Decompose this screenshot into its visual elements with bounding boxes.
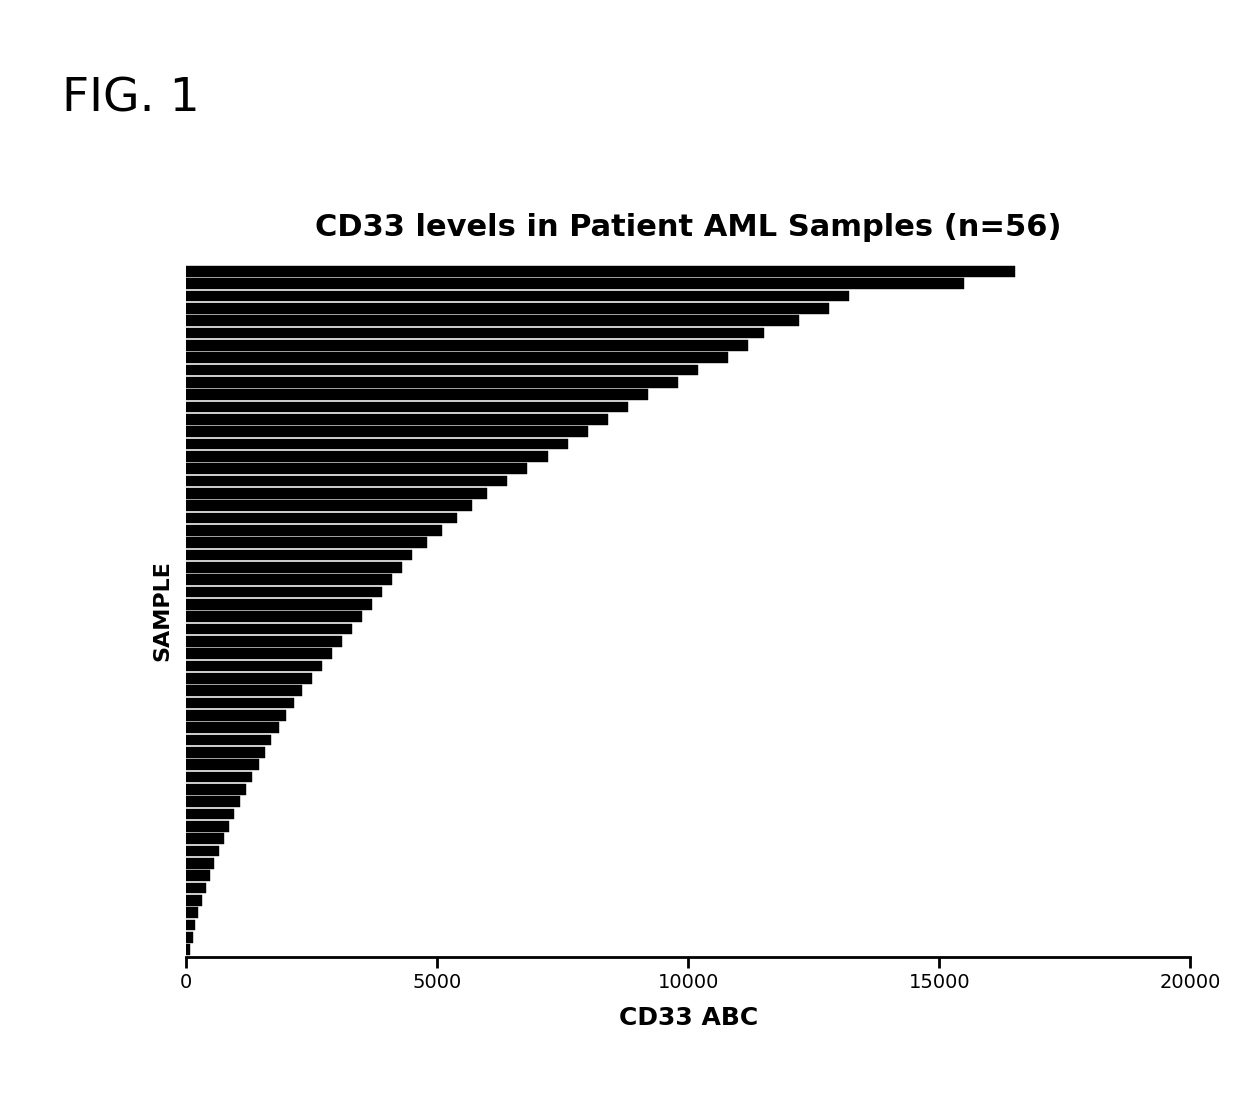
Bar bbox=[186, 427, 588, 437]
Bar bbox=[186, 673, 311, 684]
Bar bbox=[186, 574, 392, 585]
Bar bbox=[186, 463, 527, 474]
Bar bbox=[186, 290, 849, 301]
Bar bbox=[186, 636, 342, 647]
Bar bbox=[186, 710, 286, 720]
Bar bbox=[186, 624, 352, 635]
Bar bbox=[186, 513, 458, 524]
Bar bbox=[186, 821, 228, 832]
Bar bbox=[186, 697, 294, 708]
Bar bbox=[186, 389, 649, 400]
Bar bbox=[186, 648, 331, 659]
Text: FIG. 1: FIG. 1 bbox=[62, 77, 200, 122]
Bar bbox=[186, 796, 241, 807]
Bar bbox=[186, 488, 487, 498]
Bar bbox=[186, 944, 190, 955]
Bar bbox=[186, 537, 427, 548]
Bar bbox=[186, 870, 210, 881]
Bar bbox=[186, 414, 608, 425]
Bar bbox=[186, 747, 265, 758]
Bar bbox=[186, 759, 259, 770]
Bar bbox=[186, 895, 202, 905]
Bar bbox=[186, 266, 1014, 277]
Bar bbox=[186, 500, 472, 512]
Title: CD33 levels in Patient AML Samples (n=56): CD33 levels in Patient AML Samples (n=56… bbox=[315, 213, 1061, 242]
Bar bbox=[186, 316, 799, 326]
Bar bbox=[186, 562, 402, 573]
Bar bbox=[186, 723, 279, 733]
Bar bbox=[186, 735, 272, 746]
Bar bbox=[186, 598, 372, 609]
Bar bbox=[186, 451, 548, 462]
Bar bbox=[186, 550, 412, 560]
Bar bbox=[186, 352, 728, 363]
Bar bbox=[186, 475, 507, 486]
Bar bbox=[186, 439, 568, 450]
Bar bbox=[186, 328, 764, 339]
Bar bbox=[186, 402, 627, 412]
Y-axis label: SAMPLE: SAMPLE bbox=[153, 560, 172, 661]
Bar bbox=[186, 685, 301, 696]
X-axis label: CD33 ABC: CD33 ABC bbox=[619, 1005, 758, 1030]
Bar bbox=[186, 833, 223, 844]
Bar bbox=[186, 278, 965, 289]
Bar bbox=[186, 846, 218, 857]
Bar bbox=[186, 808, 234, 820]
Bar bbox=[186, 661, 321, 671]
Bar bbox=[186, 377, 678, 388]
Bar bbox=[186, 858, 215, 869]
Bar bbox=[186, 771, 252, 782]
Bar bbox=[186, 586, 382, 597]
Bar bbox=[186, 882, 206, 893]
Bar bbox=[186, 908, 198, 918]
Bar bbox=[186, 340, 749, 351]
Bar bbox=[186, 920, 195, 931]
Bar bbox=[186, 525, 443, 536]
Bar bbox=[186, 784, 247, 794]
Bar bbox=[186, 612, 362, 623]
Bar bbox=[186, 302, 828, 313]
Bar bbox=[186, 932, 192, 943]
Bar bbox=[186, 364, 698, 375]
